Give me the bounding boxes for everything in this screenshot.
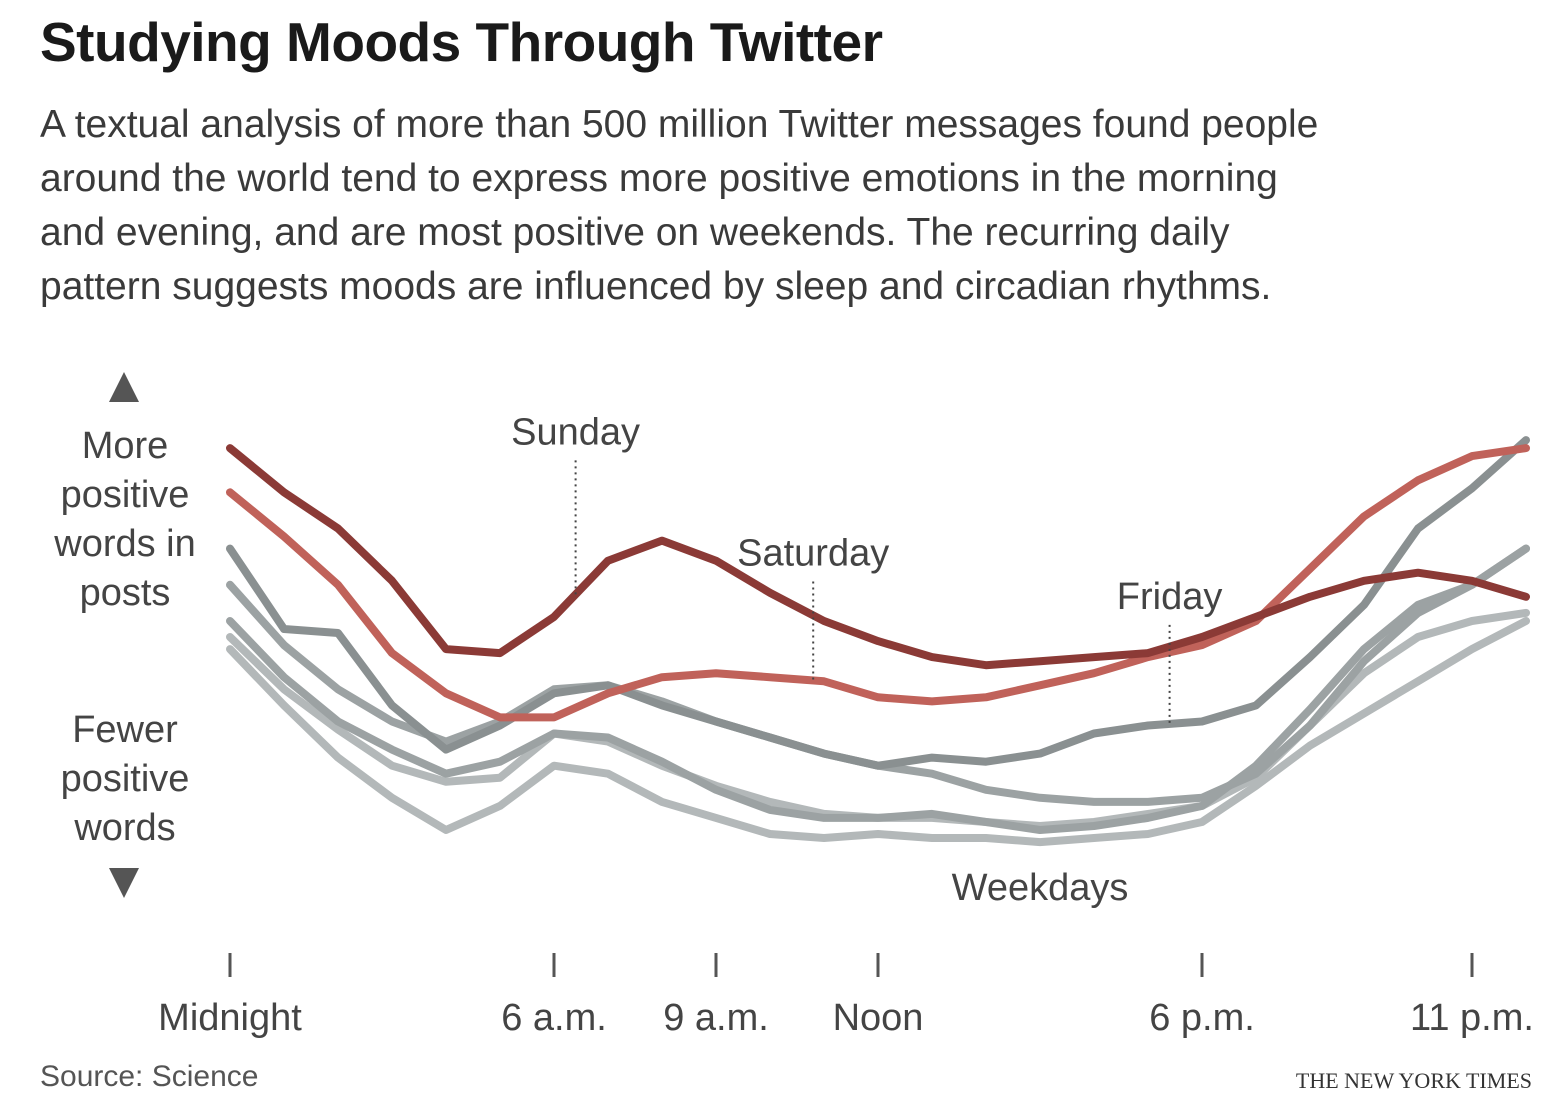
down-arrow-icon [109, 868, 139, 898]
y-axis-label-line: positive [60, 474, 190, 516]
x-tick-label: 6 p.m. [1149, 997, 1255, 1039]
description-line: A textual analysis of more than 500 mill… [40, 103, 1319, 146]
x-tick-label: Midnight [158, 997, 302, 1039]
y-axis-label-line: Fewer [72, 709, 178, 751]
x-tick-label: Noon [833, 997, 924, 1039]
series-line-sunday-0 [226, 444, 1530, 670]
series-label-saturday: Saturday [737, 532, 889, 574]
y-axis-label-bottom: Fewer positive words [30, 706, 220, 853]
chart-description: A textual analysis of more than 500 mill… [40, 98, 1540, 314]
x-tick-label: 9 a.m. [663, 997, 769, 1039]
series-line-weekday-4 [226, 544, 1530, 834]
series-line-weekday-6 [226, 617, 1530, 847]
series-label-friday: Friday [1117, 576, 1223, 618]
description-line: around the world tend to express more po… [40, 157, 1278, 200]
annotation-weekdays: Weekdays [952, 867, 1129, 909]
y-axis-label-line: positive [60, 758, 190, 800]
chart-title: Studying Moods Through Twitter [40, 11, 883, 73]
description-line: and evening, and are most positive on we… [40, 211, 1230, 254]
x-tick-label: 6 a.m. [501, 997, 607, 1039]
up-arrow-icon [109, 372, 139, 402]
x-axis: Midnight 6 a.m. 9 a.m. Noon 6 p.m. 11 p.m. [158, 953, 1534, 1039]
y-axis-label-line: words in [54, 523, 196, 565]
y-axis-label-top: More positive words in posts [30, 422, 220, 618]
y-axis-label-line: More [81, 425, 169, 467]
source-note: Source: Science [40, 1060, 259, 1093]
description-line: pattern suggests moods are influenced by… [40, 265, 1272, 308]
credit-logo: THE NEW YORK TIMES [1295, 1068, 1532, 1093]
label-layer: Sunday Saturday Friday Weekdays [511, 411, 1222, 909]
x-tick-label: 11 p.m. [1410, 997, 1534, 1039]
series-label-sunday: Sunday [511, 411, 640, 453]
series-layer [226, 436, 1530, 847]
series-line-friday-2 [226, 436, 1530, 770]
y-axis-label-line: posts [79, 572, 171, 614]
y-axis-label-line: words [74, 807, 176, 849]
series-line-saturday-1 [226, 444, 1530, 722]
